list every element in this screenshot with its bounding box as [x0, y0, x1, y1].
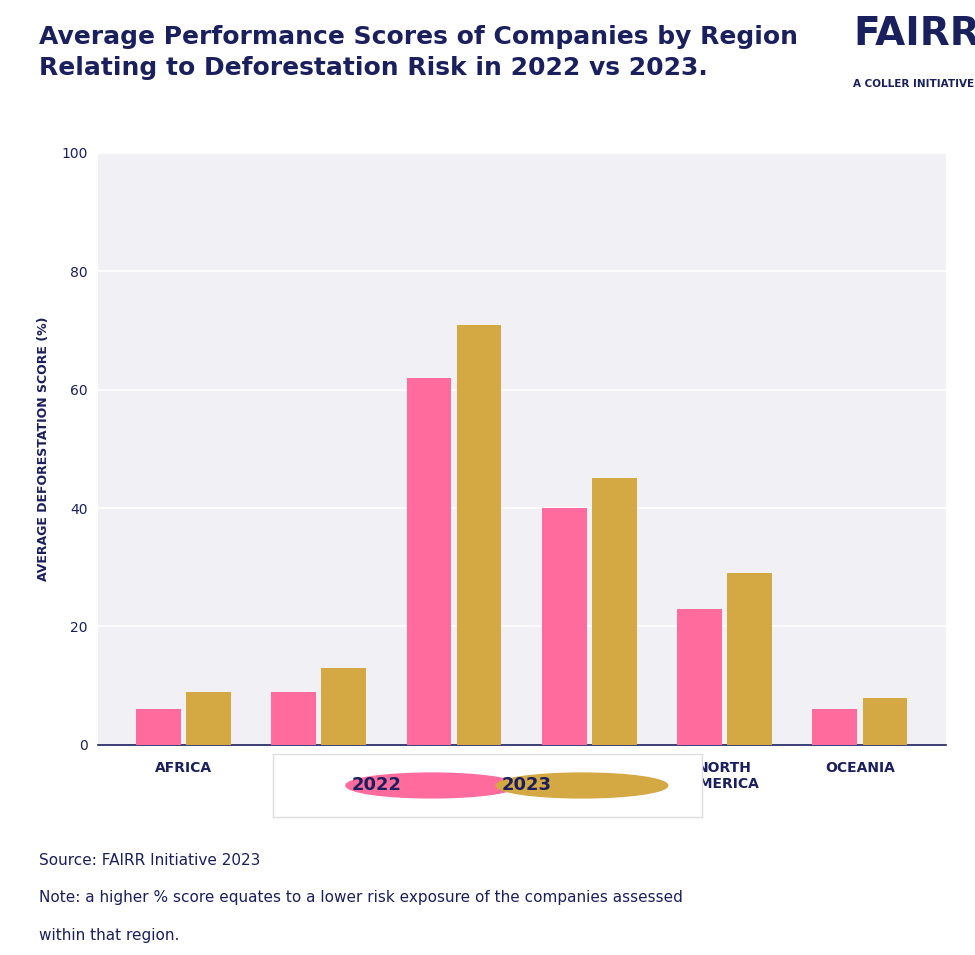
Bar	[322, 668, 366, 745]
Text: A COLLER INITIATIVE: A COLLER INITIATIVE	[853, 79, 974, 90]
Bar	[407, 378, 451, 745]
Bar	[863, 697, 907, 745]
Bar	[592, 478, 637, 745]
Text: 2022: 2022	[352, 776, 402, 795]
Bar	[271, 691, 316, 745]
Bar	[456, 325, 501, 745]
Text: within that region.: within that region.	[39, 927, 179, 943]
Text: 2023: 2023	[502, 776, 552, 795]
Text: Note: a higher % score equates to a lower risk exposure of the companies assesse: Note: a higher % score equates to a lowe…	[39, 890, 682, 905]
Bar	[136, 710, 180, 745]
Bar	[186, 691, 231, 745]
Bar	[727, 573, 772, 745]
Circle shape	[496, 774, 668, 798]
Text: Source: FAIRR Initiative 2023: Source: FAIRR Initiative 2023	[39, 853, 260, 868]
Bar	[678, 608, 722, 745]
Text: Average Performance Scores of Companies by Region
Relating to Deforestation Risk: Average Performance Scores of Companies …	[39, 25, 798, 80]
Text: FAIRR: FAIRR	[853, 15, 975, 53]
Bar	[812, 710, 857, 745]
Y-axis label: AVERAGE DEFORESTATION SCORE (%): AVERAGE DEFORESTATION SCORE (%)	[37, 317, 51, 581]
Circle shape	[346, 774, 518, 798]
Bar	[542, 508, 587, 745]
